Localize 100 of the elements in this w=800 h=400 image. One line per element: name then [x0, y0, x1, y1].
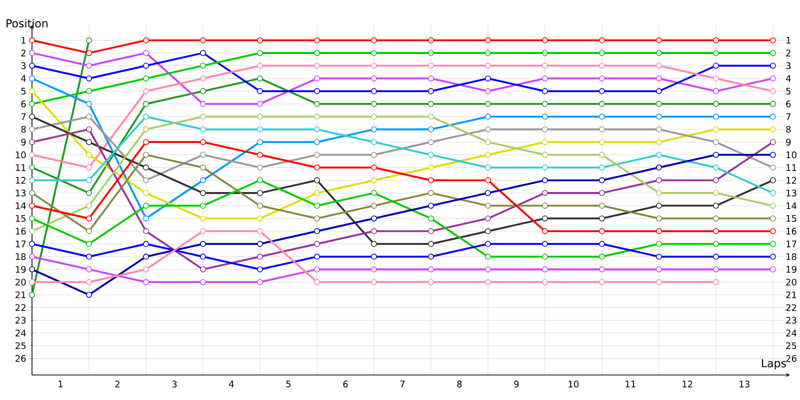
point [142, 190, 149, 196]
point [598, 50, 605, 56]
point [712, 88, 719, 94]
y-tick-label: 16 [16, 228, 26, 235]
point [256, 114, 263, 120]
y2-tick-label: 12 [786, 176, 796, 184]
y-tick-label: 19 [16, 266, 26, 273]
point [370, 266, 377, 272]
x-tick-label: 13 [740, 380, 750, 388]
point [86, 266, 92, 272]
point [712, 50, 719, 56]
point [712, 126, 719, 132]
point [370, 190, 377, 196]
point [428, 37, 434, 44]
point [770, 75, 776, 82]
point [542, 279, 548, 286]
y-tick-label: 9 [21, 138, 26, 146]
point [29, 50, 36, 56]
y-tick-label: 6 [21, 100, 26, 108]
point [656, 100, 662, 107]
point [86, 114, 92, 120]
point [200, 152, 206, 158]
point [314, 37, 320, 44]
point [712, 279, 719, 286]
point [770, 202, 776, 209]
point [484, 62, 491, 69]
point [370, 126, 377, 132]
point [598, 88, 605, 94]
point [142, 266, 149, 272]
point [29, 279, 36, 286]
y2-tick-label: 26 [786, 355, 796, 362]
point [200, 215, 206, 222]
point [29, 228, 36, 234]
point [142, 37, 149, 44]
point [256, 190, 263, 196]
point [86, 50, 92, 56]
point [370, 75, 377, 82]
y2-tick-label: 4 [786, 75, 791, 82]
point [86, 254, 92, 260]
point [370, 228, 377, 234]
point [200, 164, 206, 171]
point [598, 100, 605, 107]
point [142, 164, 149, 171]
point [29, 152, 36, 158]
point [598, 266, 605, 272]
x-tick-label: 2 [115, 380, 120, 388]
point [484, 37, 491, 44]
point [86, 228, 92, 234]
point [656, 164, 662, 171]
point [29, 100, 36, 107]
point [428, 266, 434, 272]
point [256, 126, 263, 132]
y2-tick-label: 3 [786, 62, 791, 70]
point [29, 139, 36, 146]
point [29, 190, 36, 196]
point [200, 177, 206, 184]
point [484, 266, 491, 272]
point [256, 75, 263, 82]
point [256, 215, 263, 222]
point [656, 126, 662, 132]
y2-tick-label: 15 [786, 215, 796, 222]
point [770, 62, 776, 69]
point [656, 177, 662, 184]
point [314, 75, 320, 82]
point [256, 139, 263, 146]
point [370, 152, 377, 158]
y-tick-label: 12 [16, 176, 26, 184]
x-axis-title: Laps [762, 359, 786, 370]
point [428, 190, 434, 196]
y-tick-label: 11 [16, 164, 26, 171]
point [542, 152, 548, 158]
point [86, 37, 92, 44]
point [314, 50, 320, 56]
point [770, 254, 776, 260]
point [142, 202, 149, 209]
x-tick-label: 10 [568, 380, 579, 388]
point [314, 164, 320, 171]
point [200, 139, 206, 146]
point [370, 37, 377, 44]
point [428, 240, 434, 247]
point [314, 114, 320, 120]
point [256, 100, 263, 107]
point [598, 279, 605, 286]
point [712, 100, 719, 107]
point [428, 88, 434, 94]
point [200, 254, 206, 260]
y-axis-title: Position [6, 18, 48, 28]
y-tick-label: 15 [16, 215, 26, 222]
point [484, 215, 491, 222]
point [712, 114, 719, 120]
x-tick-label: 6 [343, 380, 348, 388]
point [770, 240, 776, 247]
point [256, 164, 263, 171]
y-tick-label: 1 [22, 37, 26, 44]
point [656, 240, 662, 247]
point [200, 202, 206, 209]
point [656, 279, 662, 286]
point [29, 88, 36, 94]
y-tick-label: 18 [16, 253, 26, 260]
point [142, 126, 149, 132]
